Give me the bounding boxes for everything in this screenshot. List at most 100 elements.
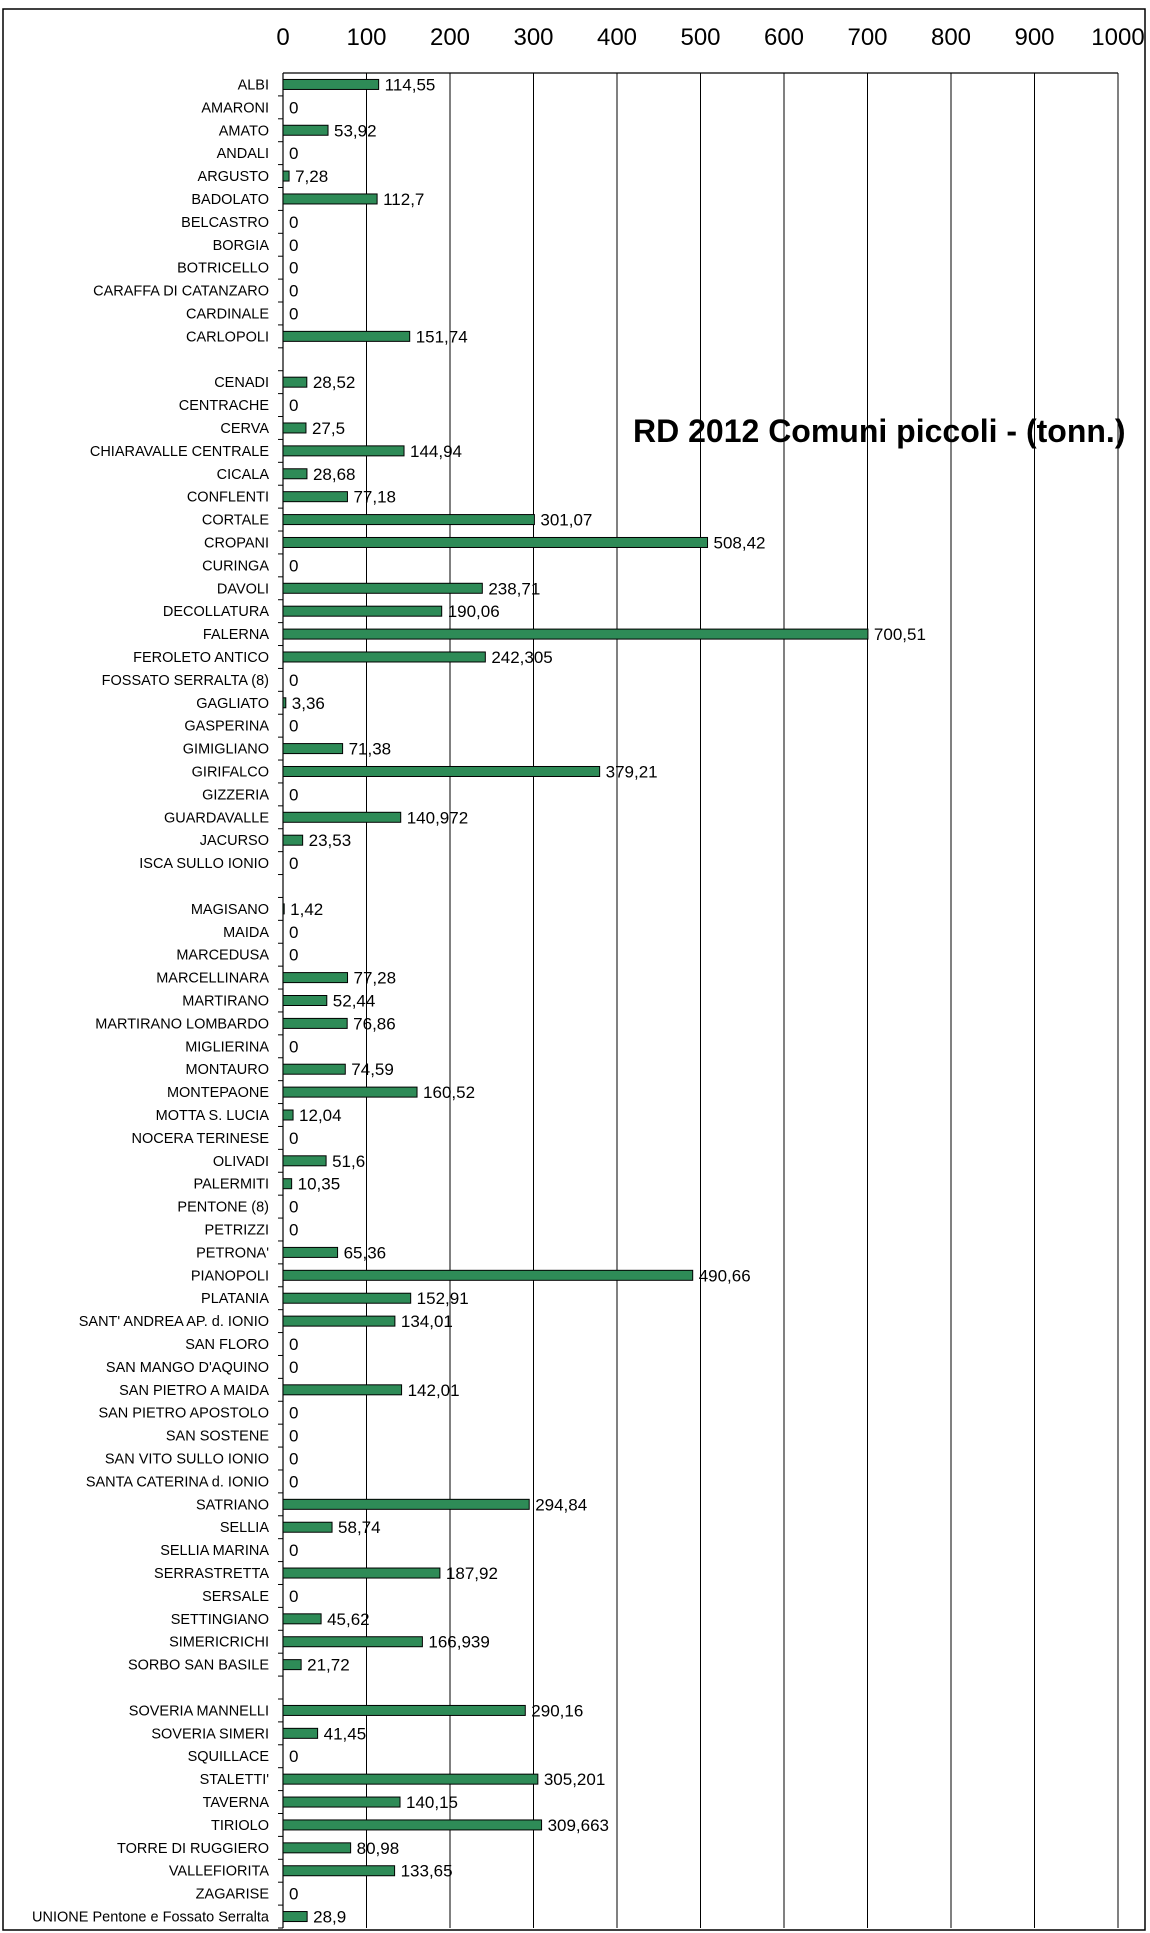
bar	[282, 1636, 423, 1648]
data-label: 114,55	[385, 75, 436, 94]
data-label: 45,62	[327, 1610, 370, 1629]
data-label: 0	[289, 396, 298, 415]
category-label: ALBI	[238, 77, 269, 93]
bars	[282, 78, 869, 1923]
bar	[282, 422, 307, 434]
bar	[282, 697, 287, 709]
category-label: SERRASTRETTA	[154, 1566, 269, 1582]
data-label: 700,51	[874, 625, 926, 644]
category-label: BORGIA	[213, 238, 270, 254]
data-label: 28,52	[313, 373, 356, 392]
bar	[282, 1246, 339, 1258]
data-label: 112,7	[383, 190, 424, 209]
bar	[282, 536, 709, 548]
bar	[282, 330, 411, 342]
category-label: SOVERIA MANNELLI	[129, 1703, 269, 1719]
category-label: CARDINALE	[186, 306, 269, 322]
category-label: FOSSATO SERRALTA (8)	[102, 673, 269, 689]
data-label: 10,35	[298, 1175, 341, 1194]
category-label: CARAFFA DI CATANZARO	[93, 284, 269, 300]
bar	[282, 1292, 412, 1304]
data-label: 160,52	[423, 1083, 475, 1102]
bar	[282, 1727, 319, 1739]
category-label: SATRIANO	[196, 1497, 269, 1513]
data-label: 379,21	[606, 762, 658, 781]
data-label: 0	[289, 98, 298, 117]
data-label: 77,18	[353, 488, 396, 507]
category-label: ARGUSTO	[198, 169, 269, 185]
data-label: 27,5	[312, 419, 345, 438]
bar	[282, 903, 285, 915]
data-label: 0	[289, 1198, 298, 1217]
data-label: 238,71	[488, 579, 540, 598]
bar	[282, 1315, 396, 1327]
category-label: SAN FLORO	[185, 1337, 269, 1353]
category-label: SAN MANGO D'AQUINO	[106, 1360, 269, 1376]
data-label: 140,972	[407, 808, 468, 827]
category-label: SETTINGIANO	[171, 1612, 269, 1628]
x-tick-label: 600	[764, 24, 804, 51]
bar	[282, 1865, 396, 1877]
bar	[282, 972, 349, 984]
x-tick-label: 200	[430, 24, 470, 51]
x-tick-label: 800	[931, 24, 971, 51]
category-label: MAIDA	[223, 925, 269, 941]
data-label: 0	[289, 1427, 298, 1446]
data-label: 1,42	[290, 900, 323, 919]
category-label: GIMIGLIANO	[183, 742, 269, 758]
data-label: 0	[289, 671, 298, 690]
data-label: 187,92	[446, 1564, 498, 1583]
category-label: BADOLATO	[191, 192, 269, 208]
bar	[282, 1659, 302, 1671]
grid-lines	[366, 73, 1119, 1928]
data-label: 305,201	[544, 1770, 605, 1789]
x-tick-label: 100	[346, 24, 386, 51]
data-label: 0	[289, 1037, 298, 1056]
category-label: TAVERNA	[203, 1795, 270, 1811]
bar	[282, 628, 869, 640]
category-label: CENTRACHE	[179, 398, 270, 414]
bar	[282, 1911, 308, 1923]
category-label: SAN PIETRO APOSTOLO	[98, 1406, 269, 1422]
category-label: MAGISANO	[191, 902, 269, 918]
data-labels: 114,55053,9207,28112,700000151,7428,5202…	[289, 75, 926, 1926]
data-label: 0	[289, 144, 298, 163]
category-label: BELCASTRO	[181, 215, 269, 231]
data-label: 0	[289, 213, 298, 232]
bar	[282, 1521, 333, 1533]
category-label: CERVA	[220, 421, 269, 437]
bar	[282, 1017, 348, 1029]
category-label: PALERMITI	[194, 1177, 269, 1193]
data-label: 0	[289, 923, 298, 942]
data-label: 0	[289, 1358, 298, 1377]
data-label: 71,38	[349, 740, 392, 759]
bar	[282, 193, 378, 205]
bar	[282, 743, 344, 755]
data-label: 0	[289, 1221, 298, 1240]
category-label: SANT' ANDREA AP. d. IONIO	[79, 1314, 269, 1330]
data-label: 0	[289, 1587, 298, 1606]
category-label: MARCELLINARA	[156, 971, 269, 987]
data-label: 0	[289, 785, 298, 804]
category-label: MONTEPAONE	[167, 1085, 269, 1101]
bar	[282, 1796, 401, 1808]
bar	[282, 765, 601, 777]
category-label: OLIVADI	[213, 1154, 269, 1170]
data-label: 21,72	[307, 1656, 350, 1675]
category-label: MARCEDUSA	[176, 948, 269, 964]
data-label: 28,9	[313, 1908, 346, 1927]
bar	[282, 1842, 352, 1854]
data-label: 309,663	[548, 1816, 609, 1835]
data-label: 51,6	[332, 1152, 365, 1171]
category-label: GUARDAVALLE	[164, 810, 269, 826]
data-label: 0	[289, 1747, 298, 1766]
x-tick-label: 500	[680, 24, 720, 51]
x-tick-label: 400	[597, 24, 637, 51]
category-label: PENTONE (8)	[177, 1200, 269, 1216]
bar	[282, 1819, 543, 1831]
category-label: CHIARAVALLE CENTRALE	[90, 444, 269, 460]
category-label: GAGLIATO	[196, 696, 269, 712]
bar	[282, 1704, 526, 1716]
category-label: SERSALE	[202, 1589, 269, 1605]
category-label: CICALA	[217, 467, 270, 483]
